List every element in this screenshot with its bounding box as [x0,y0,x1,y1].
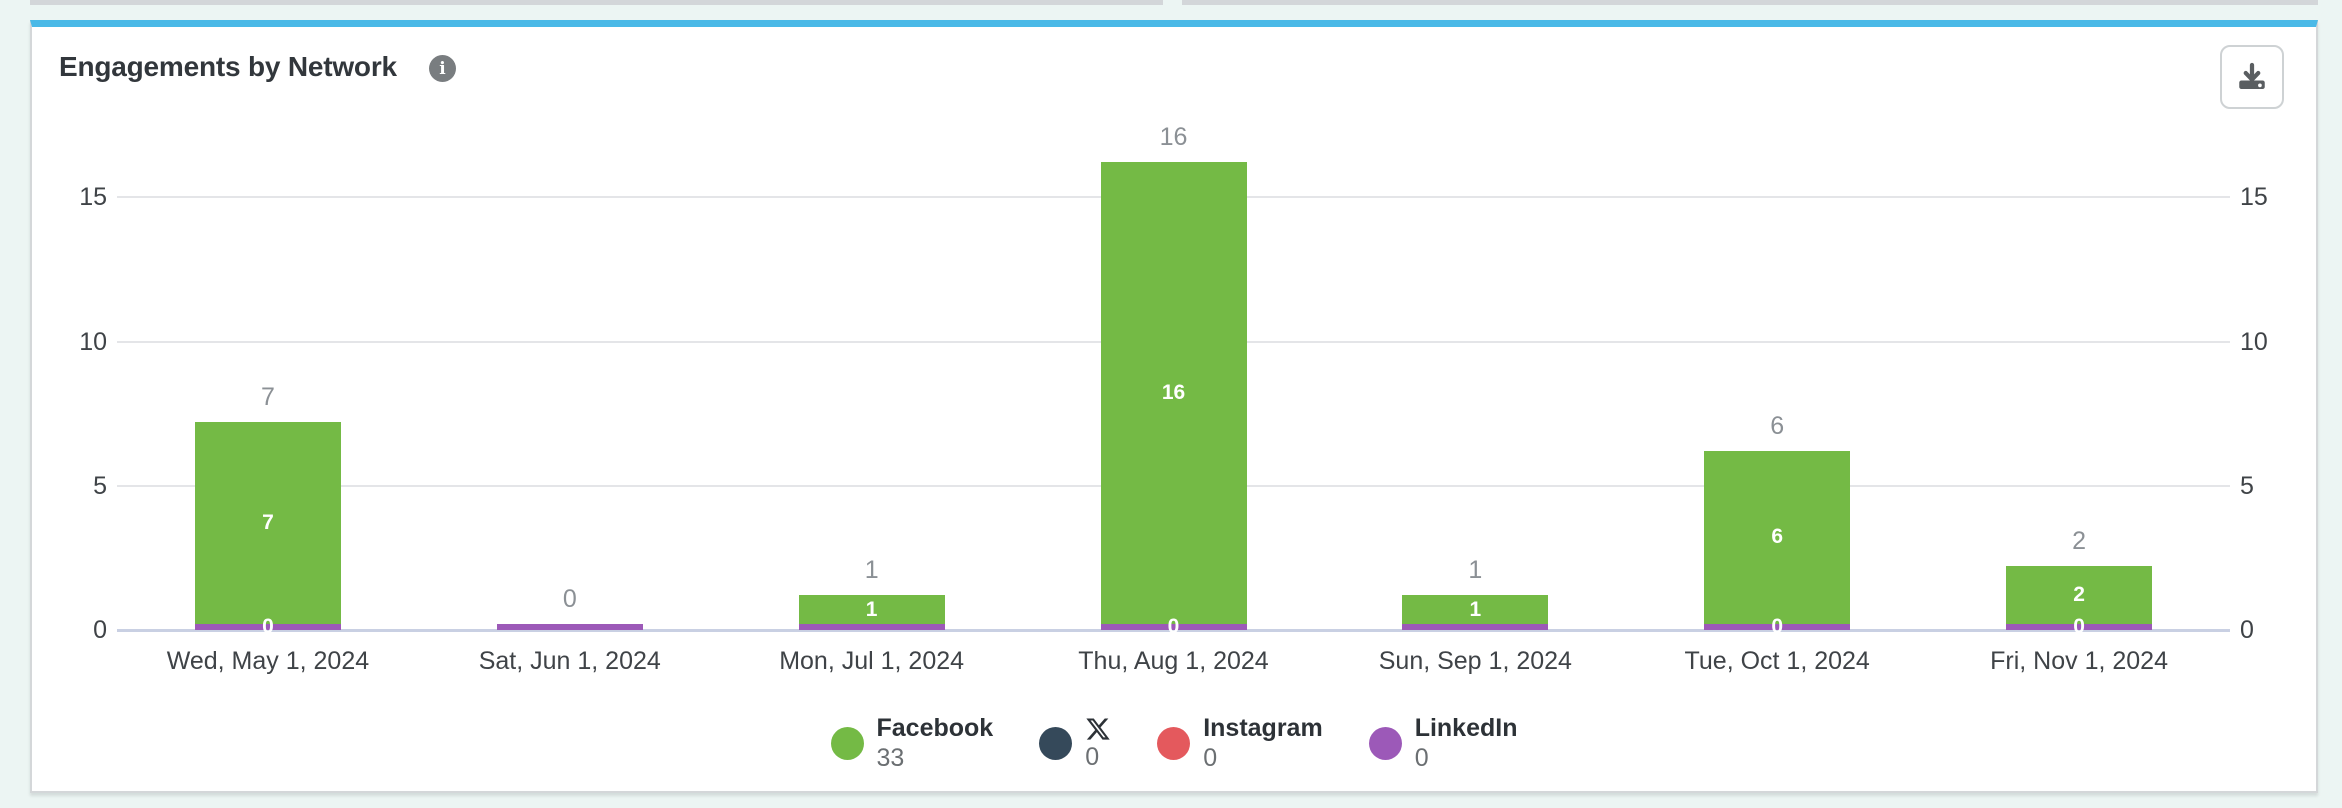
bar-total-label: 1 [864,556,879,585]
legend-swatch-facebook [830,726,864,760]
bar-total-label: 6 [1770,411,1785,440]
adjacent-card-bottom-edge-right [1182,0,2318,5]
legend-label-linkedin: LinkedIn [1414,714,1518,742]
bar-segment-facebook[interactable] [194,422,341,624]
bar-segment-facebook[interactable] [1100,162,1247,624]
bar-segment-linkedin[interactable] [496,624,643,630]
legend-value-linkedin: 0 [1414,744,1429,772]
bar-segment-linkedin[interactable] [2006,624,2153,630]
legend-item-facebook: Facebook 33 [830,713,994,773]
x-axis-label: Sun, Sep 1, 2024 [1378,647,1572,675]
chart-legend: Facebook 33 0 Instagram 0 LinkedIn 0 [32,713,2316,773]
bar-segment-facebook[interactable] [2006,566,2153,624]
bar-segment-linkedin[interactable] [1100,624,1247,630]
legend-value-facebook: 33 [876,744,905,772]
y-axis-tick-left: 15 [79,183,107,212]
x-axis-label: Tue, Oct 1, 2024 [1684,647,1870,675]
x-axis-label: Sat, Jun 1, 2024 [478,647,661,675]
bar-value-label-facebook: 7 [262,511,274,535]
engagements-bar-chart: 0 0 5 5 10 10 15 15 7 0 7 Wed, May 1, 2024 0 Sat, Jun… [32,27,2316,791]
x-axis-label: Thu, Aug 1, 2024 [1078,647,1269,675]
bar-value-label-facebook: 2 [2073,583,2085,607]
bar-total-label: 0 [562,585,577,613]
y-axis-tick-right: 15 [2240,183,2268,212]
card-title: Engagements by Network [59,51,397,82]
download-icon [2239,62,2265,90]
bar-value-label-facebook: 16 [1161,381,1186,405]
x-logo-icon [1086,718,1110,740]
y-axis-tick-right: 10 [2240,327,2268,356]
bar-segment-linkedin[interactable] [798,624,945,630]
bar-value-label-facebook: 1 [865,597,878,621]
bar-segment-facebook[interactable] [1402,595,1549,624]
adjacent-card-bottom-edge-left [30,0,1163,5]
legend-label-instagram: Instagram [1203,714,1323,742]
legend-swatch-instagram [1157,726,1191,760]
bar-value-label-facebook: 6 [1771,525,1784,549]
bar-total-label: 1 [1468,556,1483,585]
bar-segment-linkedin[interactable] [194,624,341,630]
legend-value-x: 0 [1085,743,1100,771]
legend-item-x: 0 [1039,714,1111,772]
legend-swatch-linkedin [1368,726,1402,760]
y-axis-tick-right: 0 [2240,616,2254,644]
bar-value-label-linkedin: 0 [2073,615,2085,638]
y-axis-tick-right: 5 [2240,471,2254,500]
bar-value-label-linkedin: 0 [1167,615,1180,638]
bar-value-label-linkedin: 0 [1771,615,1784,638]
legend-item-instagram: Instagram 0 [1157,713,1323,773]
legend-value-instagram: 0 [1203,744,1218,772]
bar-total-label: 7 [260,383,275,412]
info-icon[interactable]: i [429,55,456,82]
y-axis-tick-left: 10 [79,327,107,356]
bar-segment-linkedin[interactable] [1704,624,1851,630]
bar-total-label: 2 [2072,527,2087,556]
legend-label-facebook: Facebook [876,714,994,742]
bar-segment-facebook[interactable] [798,595,945,624]
bar-value-label-linkedin: 0 [262,615,274,638]
bar-value-label-facebook: 1 [1469,597,1482,621]
x-axis-label: Fri, Nov 1, 2024 [1990,647,2168,675]
legend-label-x [1085,714,1111,742]
x-axis-baseline [117,629,2230,632]
download-button[interactable] [2220,45,2284,109]
x-axis-label: Mon, Jul 1, 2024 [779,647,965,675]
bar-segment-facebook[interactable] [1704,450,1851,624]
y-axis-tick-left: 5 [93,471,107,500]
bar-segment-linkedin[interactable] [1402,624,1549,630]
x-axis-label: Wed, May 1, 2024 [166,647,370,675]
legend-swatch-x [1039,726,1073,760]
legend-item-linkedin: LinkedIn 0 [1368,713,1518,773]
engagements-by-network-card: Engagements by Network i 0 0 5 5 10 10 15 15 7 0 7… [30,20,2318,793]
y-axis-tick-left: 0 [93,616,107,644]
bar-total-label: 16 [1159,123,1188,152]
